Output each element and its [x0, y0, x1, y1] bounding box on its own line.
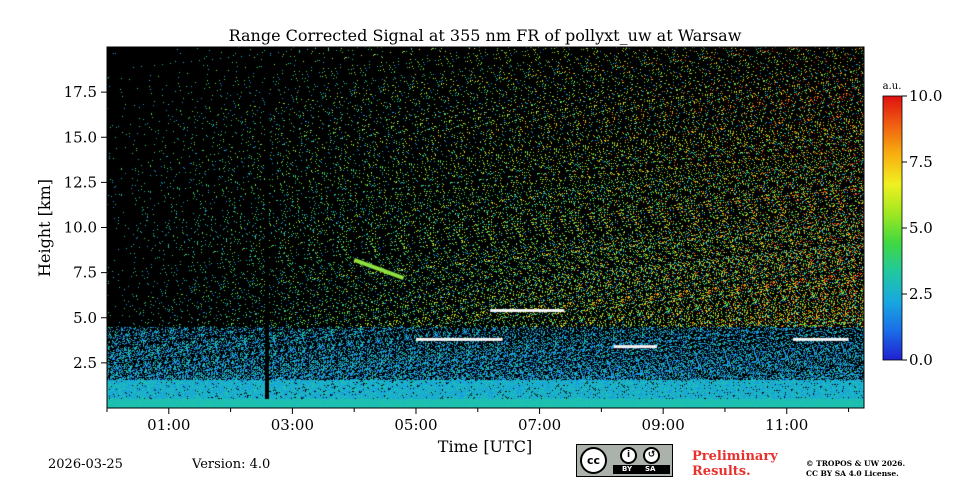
x-tick-label-0: 01:00 [147, 416, 190, 434]
by-person-icon: i [620, 447, 637, 464]
plot-area [106, 46, 865, 409]
x-axis: 01:00 03:00 05:00 07:00 09:00 11:00 [106, 47, 850, 434]
cc-icon: cc [580, 447, 607, 474]
copyright-notice: © TROPOS & UW 2026. CC BY SA 4.0 License… [806, 459, 905, 479]
y-tick-label-3: 10.0 [64, 219, 97, 237]
badge-by-text: BY [622, 465, 633, 473]
preliminary-line-1: Preliminary [692, 449, 778, 464]
x-tick-label-1: 03:00 [271, 416, 314, 434]
colorbar-gradient [882, 95, 903, 361]
copyright-line-1: © TROPOS & UW 2026. [806, 459, 906, 468]
x-tick-label-2: 05:00 [394, 416, 437, 434]
colorbar-ticks: 0.0 2.5 5.0 7.5 10.0 [902, 87, 942, 369]
y-tick-label-4: 12.5 [64, 173, 97, 191]
badge-sa-text: SA [645, 465, 656, 473]
colorbar-tick-label-2: 5.0 [909, 219, 933, 237]
y-tick-label-6: 17.5 [64, 83, 97, 101]
y-tick-label-1: 5.0 [73, 309, 97, 327]
heatmap-canvas-wrapper [107, 47, 864, 408]
version-label: Version: 4.0 [192, 457, 271, 472]
sa-share-alike-icon: ↺ [643, 447, 660, 464]
copyright-line-2: CC BY SA 4.0 License. [806, 469, 899, 478]
date-label: 2026-03-25 [48, 457, 123, 472]
cc-license-badge[interactable]: cc i ↺ BY SA [576, 444, 673, 477]
chart-title: Range Corrected Signal at 355 nm FR of p… [229, 26, 742, 45]
y-tick-label-5: 15.0 [64, 128, 97, 146]
colorbar-tick-label-0: 0.0 [909, 351, 933, 369]
colorbar-label: a.u. [883, 81, 902, 92]
heatmap-canvas [107, 47, 864, 408]
colorbar-tick-label-3: 7.5 [909, 153, 933, 171]
y-tick-label-0: 2.5 [73, 354, 97, 372]
colorbar-tick-label-4: 10.0 [909, 87, 942, 105]
x-axis-label: Time [UTC] [438, 437, 532, 456]
y-axis: 2.5 5.0 7.5 10.0 12.5 15.0 17.5 [64, 83, 864, 372]
x-tick-label-3: 07:00 [518, 416, 561, 434]
y-tick-label-2: 7.5 [73, 264, 97, 282]
x-tick-label-4: 09:00 [642, 416, 685, 434]
colorbar: a.u. 0.0 2.5 5.0 7.5 10.0 [882, 81, 942, 369]
badge-strip: BY SA [613, 465, 670, 474]
colorbar-tick-label-1: 2.5 [909, 285, 933, 303]
preliminary-notice: Preliminary Results. [692, 449, 778, 479]
preliminary-line-2: Results. [692, 464, 751, 479]
x-tick-label-5: 11:00 [765, 416, 808, 434]
y-axis-label: Height [km] [35, 179, 54, 277]
